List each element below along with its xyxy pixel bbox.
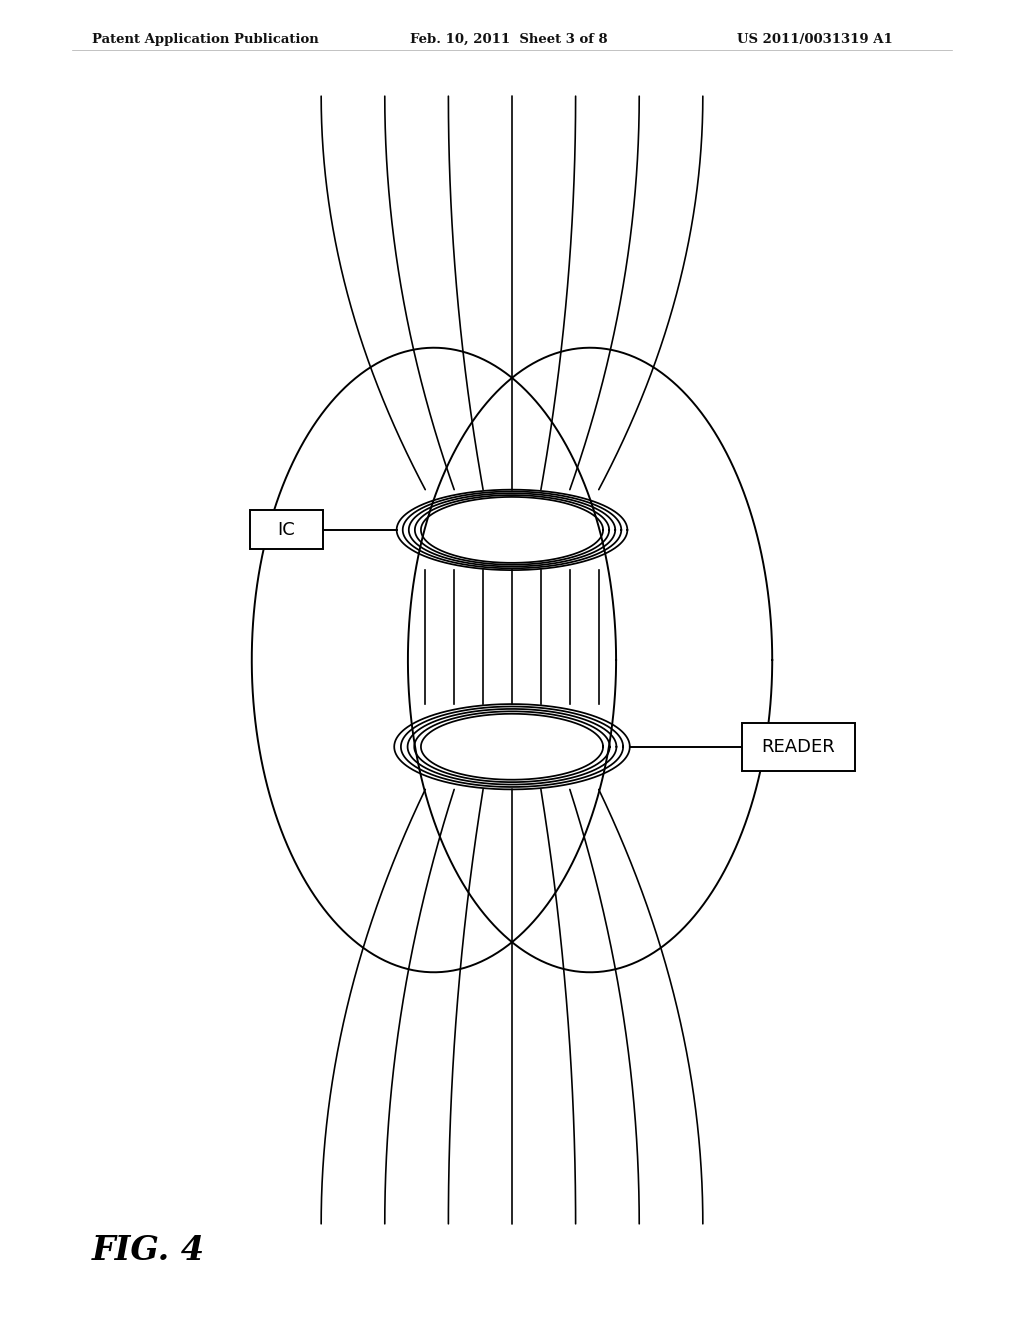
Text: FIG. 4: FIG. 4: [92, 1234, 205, 1267]
FancyBboxPatch shape: [741, 723, 855, 771]
Text: IC: IC: [278, 521, 295, 539]
Text: READER: READER: [762, 738, 836, 756]
FancyBboxPatch shape: [250, 511, 324, 549]
Text: Patent Application Publication: Patent Application Publication: [92, 33, 318, 46]
Text: US 2011/0031319 A1: US 2011/0031319 A1: [737, 33, 893, 46]
Text: Feb. 10, 2011  Sheet 3 of 8: Feb. 10, 2011 Sheet 3 of 8: [410, 33, 607, 46]
